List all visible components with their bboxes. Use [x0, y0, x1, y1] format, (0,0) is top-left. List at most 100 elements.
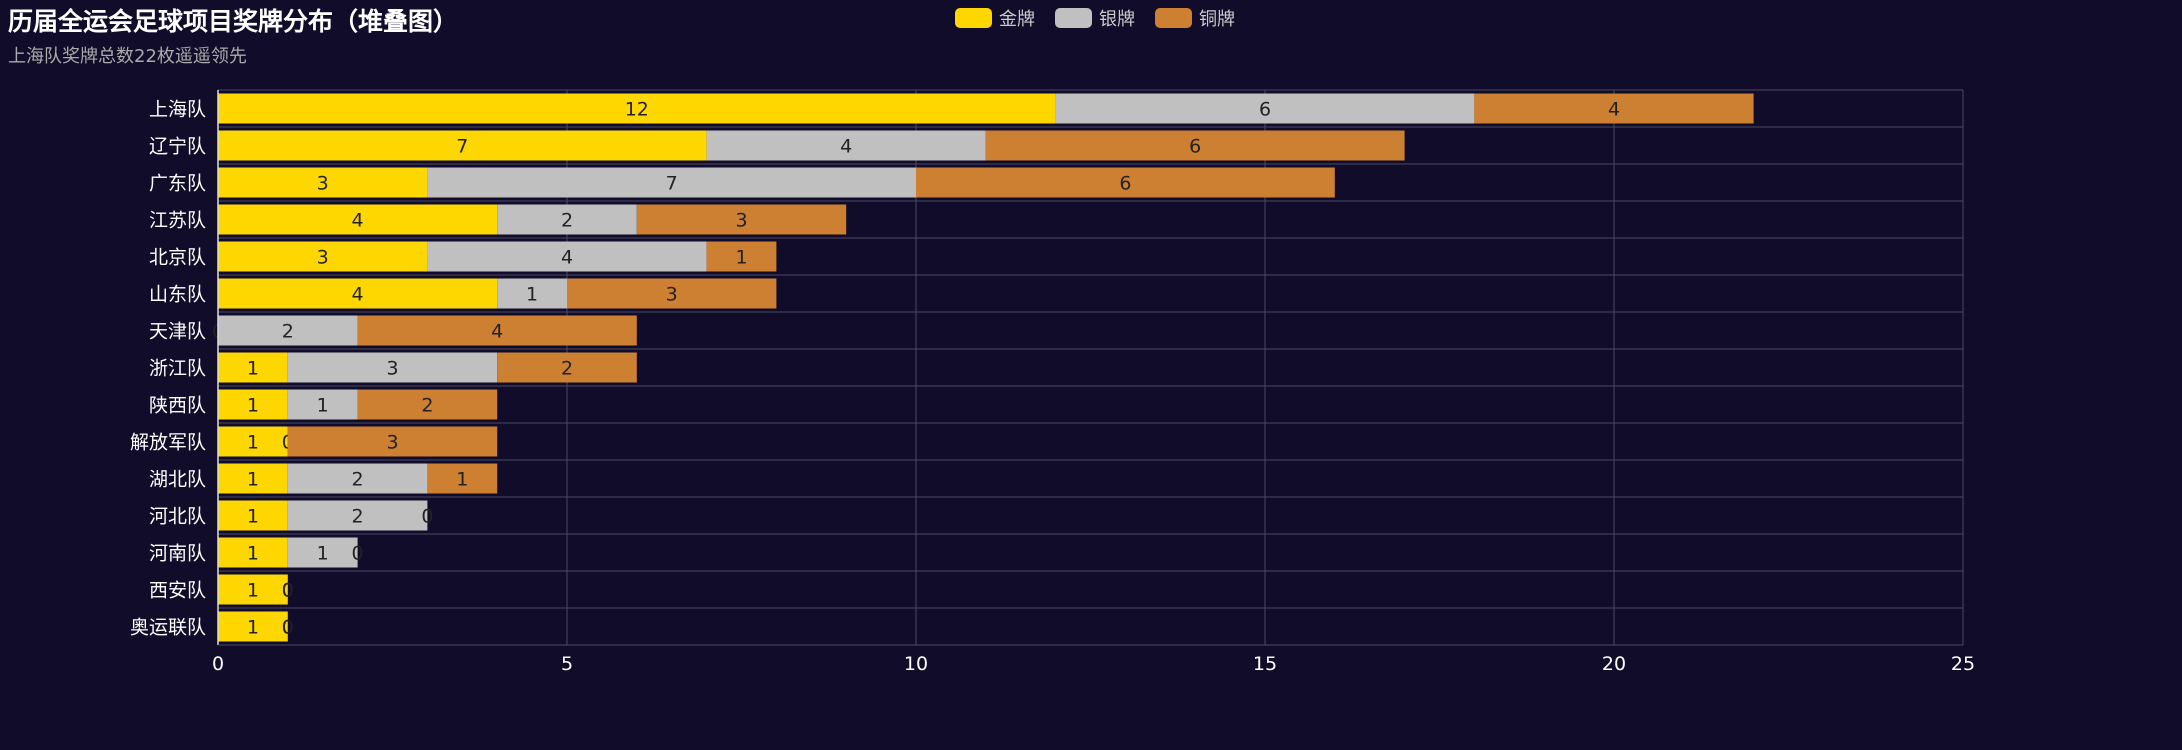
bar-segment [218, 574, 288, 605]
bar-segment [218, 500, 288, 531]
data-label: 4 [352, 284, 364, 306]
legend-label-gold: 金牌 [999, 9, 1035, 30]
legend-label-silver: 银牌 [1099, 9, 1135, 30]
data-label: 1 [526, 284, 538, 306]
category-label: 江苏队 [149, 210, 206, 232]
bar-segment [218, 463, 288, 494]
bar-segment [218, 130, 707, 161]
bar-segment [218, 352, 288, 383]
bar-segment [357, 315, 637, 346]
bar-segment [218, 204, 498, 235]
category-label: 辽宁队 [149, 136, 206, 158]
legend-item-gold[interactable]: 金牌 [955, 5, 1035, 31]
category-label: 西安队 [149, 580, 206, 602]
data-label: 0 [352, 543, 364, 565]
bar-segment [706, 130, 986, 161]
legend-swatch-bronze [1155, 8, 1192, 28]
legend-label-bronze: 铜牌 [1199, 9, 1235, 30]
data-label: 1 [735, 247, 747, 269]
data-label: 1 [247, 580, 259, 602]
data-label: 2 [561, 358, 573, 380]
legend-swatch-silver [1055, 8, 1092, 28]
bar-segment [287, 352, 498, 383]
category-label: 北京队 [149, 247, 206, 269]
x-tick-label: 20 [1602, 653, 1626, 675]
legend-item-bronze[interactable]: 铜牌 [1155, 5, 1235, 31]
data-label: 4 [491, 321, 503, 343]
data-label: 3 [666, 284, 678, 306]
data-label: 3 [317, 247, 329, 269]
category-label: 浙江队 [149, 358, 206, 380]
data-label: 6 [1259, 99, 1271, 121]
category-label: 湖北队 [149, 469, 206, 491]
bar-segment [218, 167, 428, 198]
bar-segment [218, 93, 1056, 124]
data-label: 2 [352, 506, 364, 528]
bar-segment [287, 426, 498, 457]
bar-segment [287, 537, 358, 568]
bar-segment [497, 204, 637, 235]
data-label: 6 [1119, 173, 1131, 195]
data-label: 0 [282, 580, 294, 602]
bar-segment [218, 611, 288, 642]
data-label: 2 [282, 321, 294, 343]
data-label: 3 [386, 358, 398, 380]
category-label: 河南队 [149, 543, 206, 565]
category-label: 解放军队 [130, 432, 206, 454]
legend: 金牌 银牌 铜牌 [955, 5, 1235, 31]
bar-segment [218, 389, 288, 420]
bar-segment [427, 167, 916, 198]
data-label: 1 [247, 617, 259, 639]
x-tick-label: 15 [1253, 653, 1277, 675]
bar-segment [1474, 93, 1754, 124]
data-label: 1 [247, 469, 259, 491]
legend-item-silver[interactable]: 银牌 [1055, 5, 1135, 31]
category-label: 奥运联队 [130, 617, 206, 639]
data-label: 4 [561, 247, 573, 269]
data-label: 4 [352, 210, 364, 232]
data-label: 3 [317, 173, 329, 195]
data-label: 2 [561, 210, 573, 232]
data-label: 7 [456, 136, 468, 158]
bar-segment [287, 389, 358, 420]
bar-segment [218, 537, 288, 568]
bar-segment [916, 167, 1335, 198]
x-tick-label: 5 [561, 653, 573, 675]
data-label: 12 [625, 99, 649, 121]
category-label: 广东队 [149, 173, 206, 195]
data-label: 3 [386, 432, 398, 454]
data-label: 4 [1608, 99, 1620, 121]
category-label: 上海队 [149, 99, 206, 121]
data-label: 4 [840, 136, 852, 158]
data-label: 1 [317, 543, 329, 565]
bar-segment [636, 204, 847, 235]
bar-segment [287, 500, 428, 531]
data-label: 0 [282, 580, 294, 602]
bar-segment [567, 278, 777, 309]
data-label: 1 [317, 395, 329, 417]
bar-segment [218, 426, 288, 457]
data-label: 1 [247, 358, 259, 380]
bar-segment [218, 241, 428, 272]
category-label: 山东队 [149, 284, 206, 306]
chart-title: 历届全运会足球项目奖牌分布（堆叠图） [8, 7, 459, 36]
bar-segment [706, 241, 777, 272]
bar-segment [427, 241, 707, 272]
category-label: 天津队 [149, 321, 206, 343]
data-label: 0 [282, 617, 294, 639]
data-label: 1 [247, 506, 259, 528]
legend-swatch-gold [955, 8, 992, 28]
x-tick-label: 25 [1951, 653, 1975, 675]
data-label: 0 [421, 506, 433, 528]
bar-segment [287, 463, 428, 494]
data-label: 1 [247, 543, 259, 565]
data-label: 2 [352, 469, 364, 491]
data-label: 0 [282, 617, 294, 639]
chart-subtitle: 上海队奖牌总数22枚遥遥领先 [8, 46, 247, 67]
category-label: 陕西队 [149, 395, 206, 417]
data-label: 1 [247, 432, 259, 454]
data-label: 1 [247, 395, 259, 417]
bar-segment [497, 352, 637, 383]
bar-segment [497, 278, 567, 309]
bar-segment [1055, 93, 1475, 124]
